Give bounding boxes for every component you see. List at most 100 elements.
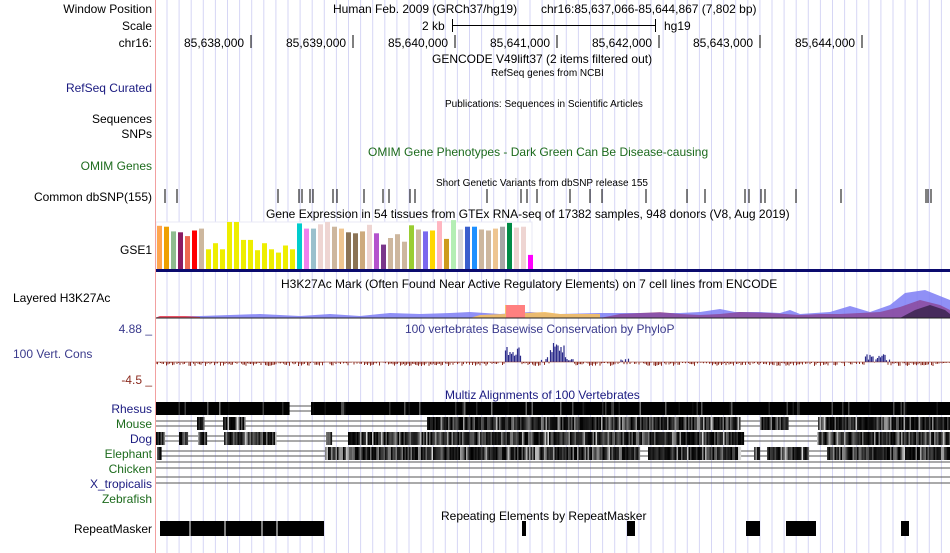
alignment-block — [665, 402, 667, 415]
alignment-block — [831, 417, 834, 430]
alignment-block — [703, 447, 706, 460]
alignment-block — [612, 432, 614, 445]
alignment-block — [727, 447, 730, 460]
alignment-block — [508, 417, 510, 430]
gtex-bar — [402, 241, 407, 269]
alignment-block — [265, 402, 268, 415]
track-label-repeatmasker[interactable]: RepeatMasker — [73, 522, 152, 536]
alignment-block — [532, 447, 534, 460]
alignment-block — [491, 417, 494, 430]
ruler-tick-label: 85,641,000 — [490, 36, 551, 50]
track-label-h3k27ac[interactable]: Layered H3K27Ac — [13, 291, 111, 305]
alignment-block — [549, 432, 551, 445]
alignment-block — [489, 402, 492, 415]
alignment-block — [573, 432, 575, 445]
alignment-block — [482, 447, 485, 460]
alignment-block — [392, 447, 395, 460]
species-label-rhesus[interactable]: Rhesus — [111, 402, 152, 416]
gtex-bar — [164, 226, 169, 269]
alignment-block — [247, 402, 250, 415]
alignment-block — [852, 417, 855, 430]
alignment-block — [736, 417, 738, 430]
alignment-block — [930, 417, 933, 430]
alignment-block — [323, 402, 325, 415]
track-label-dbsnp[interactable]: Common dbSNP(155) — [33, 190, 152, 204]
alignment-block — [393, 432, 395, 445]
alignment-block — [945, 447, 948, 460]
alignment-block — [715, 447, 718, 460]
alignment-block — [767, 402, 769, 415]
gtex-bar — [444, 238, 449, 269]
species-label-chicken[interactable]: Chicken — [108, 462, 152, 476]
track-label-omim[interactable]: OMIM Genes — [80, 159, 152, 173]
alignment-block — [233, 417, 236, 430]
alignment-block — [920, 417, 922, 430]
alignment-block — [717, 402, 720, 415]
species-label-elephant[interactable]: Elephant — [104, 447, 152, 461]
gtex-bar — [241, 239, 246, 269]
alignment-block — [360, 402, 363, 415]
track-label-gtex[interactable]: GSE1 — [119, 243, 152, 257]
alignment-block — [780, 402, 783, 415]
alignment-block — [608, 447, 611, 460]
alignment-block — [576, 432, 578, 445]
alignment-block — [267, 402, 269, 415]
alignment-block — [755, 402, 757, 415]
alignment-block — [920, 432, 923, 445]
track-label-refseq[interactable]: RefSeq Curated — [65, 81, 152, 95]
species-label-dog[interactable]: Dog — [129, 432, 152, 446]
alignment-block — [747, 402, 750, 415]
alignment-block — [288, 402, 290, 415]
gtex-bar — [262, 243, 267, 270]
alignment-block — [691, 417, 693, 430]
alignment-block — [528, 402, 531, 415]
alignment-block — [457, 417, 459, 430]
alignment-block — [413, 447, 416, 460]
alignment-block — [887, 447, 889, 460]
alignment-block — [622, 417, 624, 430]
alignment-block — [807, 402, 810, 415]
alignment-block — [514, 432, 517, 445]
alignment-block — [663, 432, 665, 445]
alignment-block — [734, 402, 736, 415]
alignment-block — [478, 417, 480, 430]
alignment-block — [244, 402, 247, 415]
alignment-block — [644, 402, 646, 415]
alignment-block — [197, 417, 199, 430]
alignment-block — [822, 402, 825, 415]
species-label-xtropicalis[interactable]: X_tropicalis — [89, 477, 152, 491]
alignment-block — [541, 447, 543, 460]
alignment-block — [414, 402, 417, 415]
alignment-block — [871, 432, 873, 445]
alignment-block — [634, 432, 637, 445]
alignment-block — [568, 447, 570, 460]
gtex-bar — [507, 222, 512, 269]
alignment-block — [469, 447, 471, 460]
species-label-mouse[interactable]: Mouse — [115, 417, 152, 431]
alignment-block — [858, 417, 861, 430]
alignment-block — [863, 447, 865, 460]
alignment-block — [833, 447, 835, 460]
track-label-conservation[interactable]: 100 Vert. Cons — [13, 347, 93, 361]
alignment-block — [553, 447, 555, 460]
alignment-block — [610, 447, 612, 460]
species-label-zebrafish[interactable]: Zebrafish — [101, 492, 152, 506]
alignment-block — [765, 402, 768, 415]
alignment-block — [395, 447, 398, 460]
alignment-block — [418, 447, 420, 460]
alignment-block — [608, 402, 610, 415]
alignment-block — [613, 417, 615, 430]
alignment-block — [494, 402, 496, 415]
alignment-block — [198, 417, 201, 430]
alignment-block — [357, 432, 359, 445]
alignment-block — [572, 402, 574, 415]
alignment-block — [383, 447, 386, 460]
alignment-block — [589, 432, 592, 445]
gtex-bar — [234, 222, 239, 269]
track-label-snps[interactable]: SNPs — [121, 127, 152, 141]
alignment-block — [250, 402, 253, 415]
gtex-bar — [486, 230, 491, 269]
alignment-block — [735, 447, 737, 460]
track-label-publications[interactable]: Sequences — [91, 112, 152, 126]
